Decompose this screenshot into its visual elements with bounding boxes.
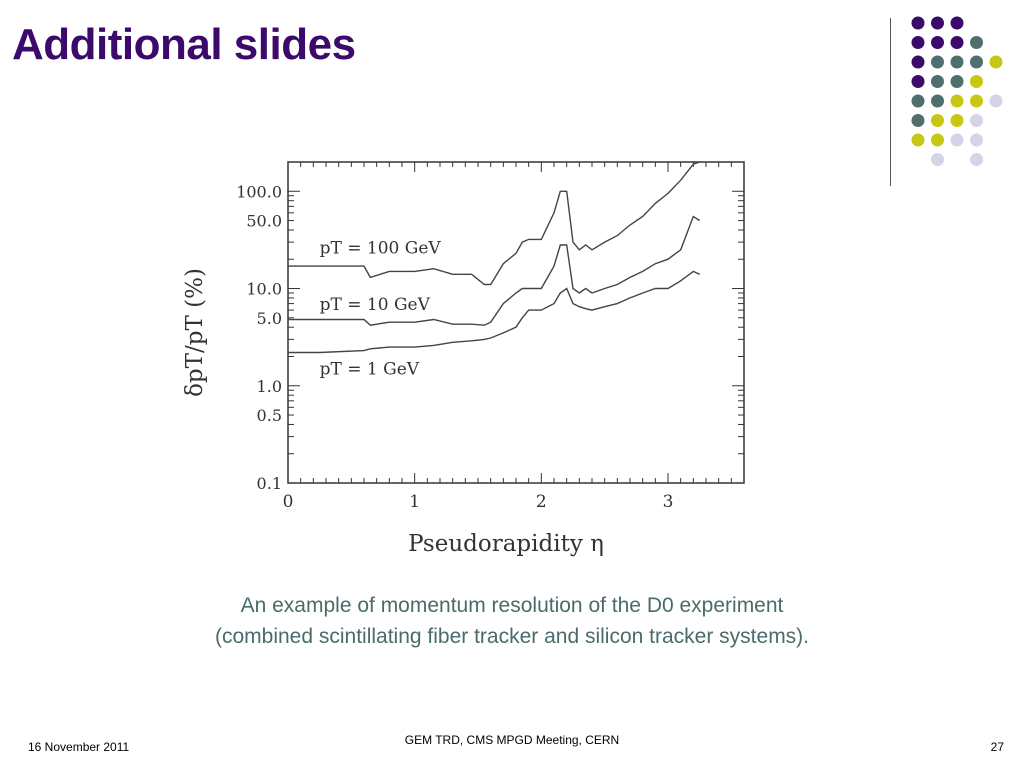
decorative-dot [950,16,964,30]
decorative-dot [950,114,964,127]
x-tick-label: 1 [409,492,420,512]
decorative-dot [911,114,925,127]
decorative-dot [970,36,983,49]
decorative-dot [970,153,983,166]
decorative-dot [970,114,983,127]
y-tick-label: 0.1 [257,474,282,493]
slide-title: Additional slides [12,20,356,69]
caption-line-2: (combined scintillating fiber tracker an… [214,625,810,648]
decorative-dot [989,55,1003,69]
decorative-dot-grid [911,16,1003,166]
decorative-dot [950,133,964,147]
decorative-dot [931,114,944,127]
decorative-dot [950,94,964,108]
decorative-dot [931,133,944,147]
decorative-dot [970,75,983,88]
decorative-dot [911,16,925,30]
footer-date: 16 November 2011 [28,740,130,754]
y-tick-label: 1.0 [257,377,282,396]
x-tick-label: 0 [283,492,294,512]
x-tick-label: 2 [536,492,547,512]
page-number: 27 [990,740,1004,754]
figure-caption: An example of momentum resolution of the… [0,590,1024,652]
y-tick-label: 100.0 [236,182,282,201]
decorative-dot [911,36,925,49]
series-line [288,161,700,286]
decorative-dot [931,153,944,166]
decorative-dot [950,36,964,49]
decorative-dot [911,94,925,108]
y-axis-label: δpT/pT (%) [182,268,208,397]
momentum-resolution-chart: 0 1 2 3 0.1 0.5 1.0 5.0 10.0 50.0 100.0 Pseudorapid… [150,150,770,570]
decorative-dot [950,55,964,69]
decorative-dot [931,94,944,108]
divider-line [890,18,891,186]
series-line [288,270,700,354]
x-axis-label: Pseudorapidity η [408,531,604,557]
footer-meeting: GEM TRD, CMS MPGD Meeting, CERN [404,733,620,747]
decorative-dot [931,16,944,30]
decorative-dot [989,94,1003,108]
caption-line-1: An example of momentum resolution of the… [240,594,784,617]
y-tick-label: 5.0 [257,309,282,328]
chart-svg: 0 1 2 3 0.1 0.5 1.0 5.0 10.0 50.0 100.0 Pseudorapid… [182,161,745,557]
x-tick-label: 3 [663,492,674,512]
decorative-dot [911,55,925,69]
decorative-dot [931,36,944,49]
plot-frame [287,161,745,484]
y-tick-label: 0.5 [257,406,282,425]
decorative-dot [931,55,944,69]
series-line [288,215,701,326]
y-tick-label: 10.0 [246,280,282,299]
decorative-dot [970,55,983,69]
decorative-dot [931,75,944,88]
decorative-dot [911,75,925,88]
decorative-dot [970,94,983,108]
series-label: pT = 1 GeV [320,360,420,380]
series-label: pT = 10 GeV [320,295,431,315]
y-tick-label: 50.0 [246,212,282,231]
decorative-dot [911,133,925,147]
series-label: pT = 100 GeV [320,238,442,258]
decorative-dot [970,133,983,147]
decorative-dot [950,75,964,88]
